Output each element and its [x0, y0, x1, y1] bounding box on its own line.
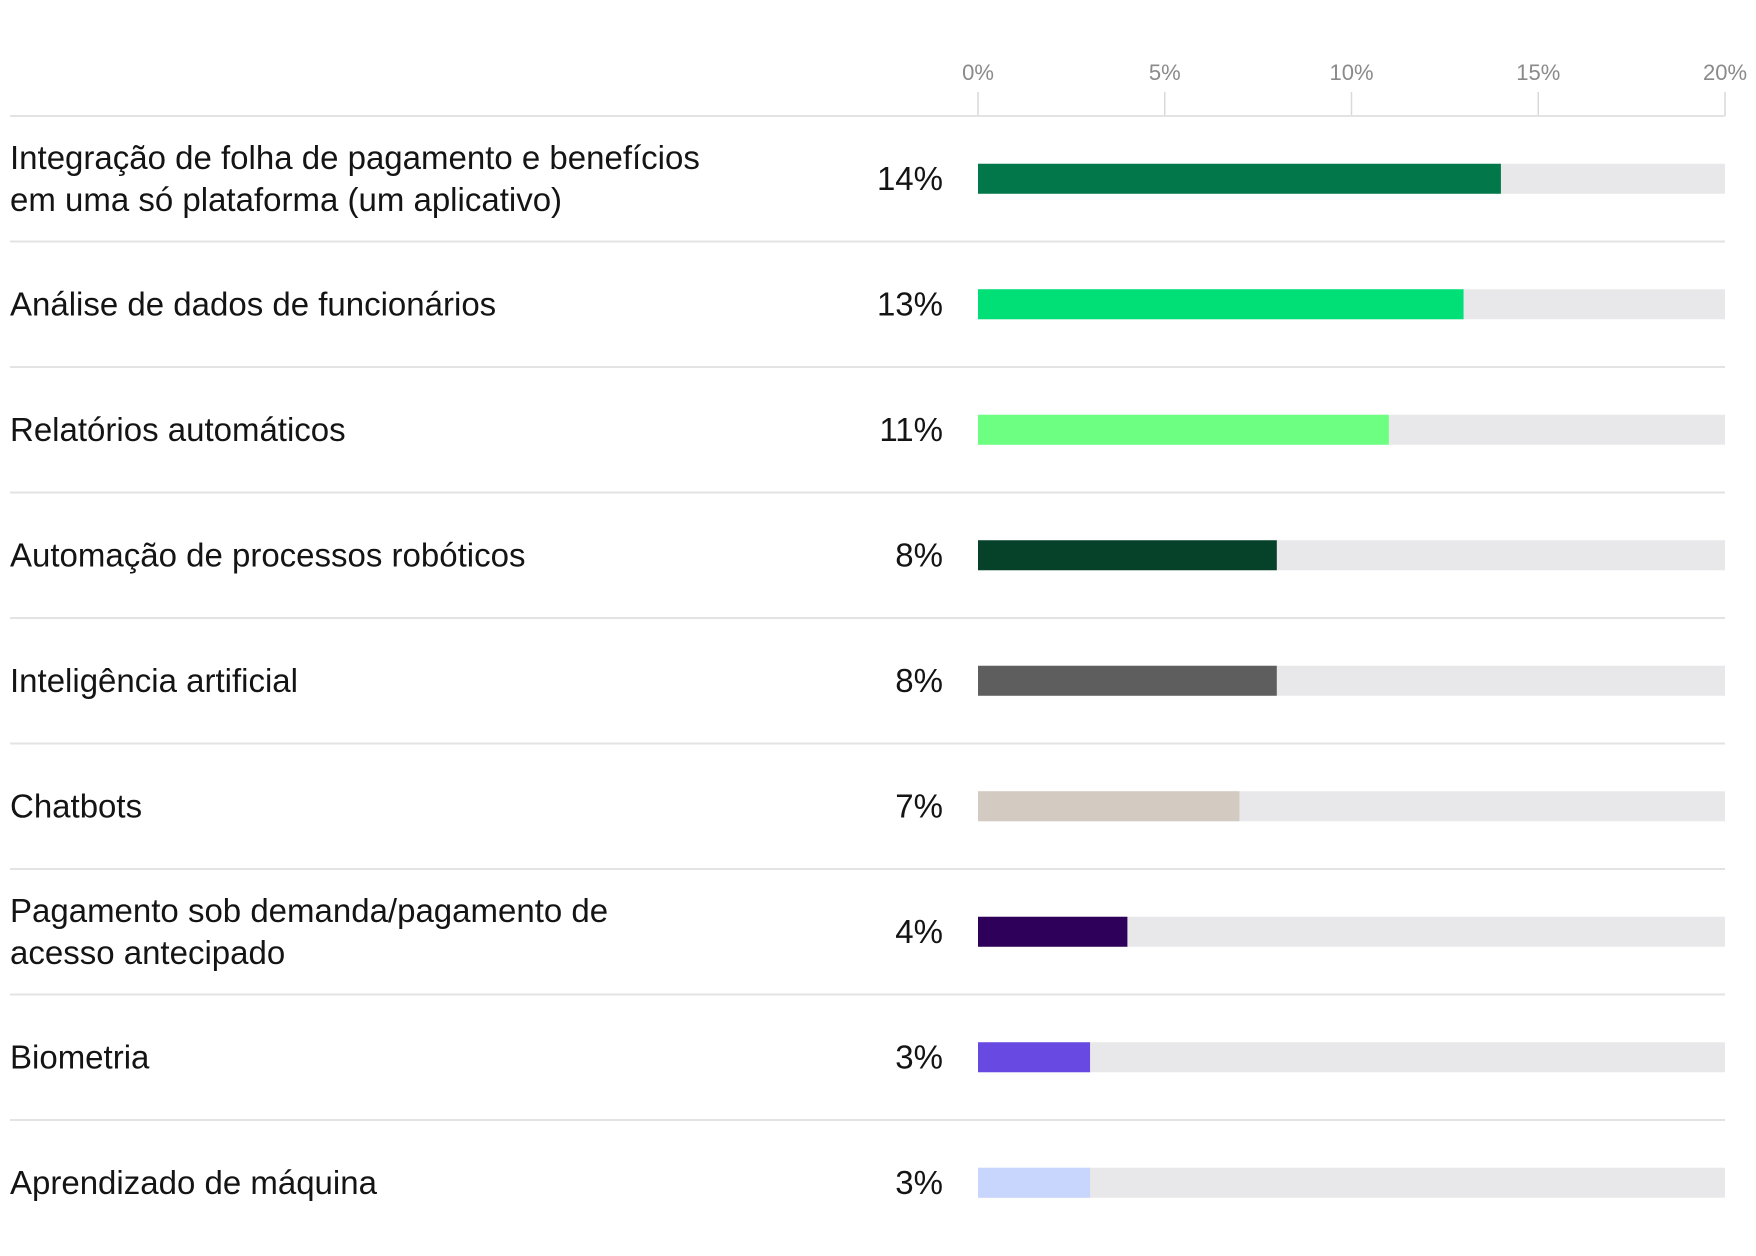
category-label: Inteligência artificial	[10, 662, 298, 699]
value-label: 8%	[895, 662, 943, 699]
value-label: 8%	[895, 536, 943, 573]
bar-track	[978, 1042, 1725, 1073]
category-label: Relatórios automáticos	[10, 411, 346, 448]
bar	[978, 1042, 1091, 1073]
value-label: 3%	[895, 1164, 943, 1201]
value-label: 3%	[895, 1038, 943, 1075]
bar-row: Análise de dados de funcionários 13%	[10, 285, 1725, 322]
bar-track	[978, 1167, 1725, 1198]
bar	[978, 540, 1277, 571]
bar	[978, 414, 1389, 445]
value-label: 11%	[879, 411, 943, 448]
value-label: 13%	[877, 285, 943, 322]
bar-row: Integração de folha de pagamento e benef…	[10, 139, 1725, 218]
bar	[978, 163, 1501, 194]
bar	[978, 916, 1128, 947]
value-label: 4%	[895, 913, 943, 950]
category-label: Pagamento sob demanda/pagamento de	[10, 892, 608, 929]
bar	[978, 791, 1240, 822]
category-label: Aprendizado de máquina	[10, 1164, 378, 1201]
value-label: 14%	[877, 160, 943, 197]
bar	[978, 1167, 1091, 1198]
bar-row: Inteligência artificial 8%	[10, 662, 1725, 699]
x-tick-label: 5%	[1149, 60, 1181, 85]
x-tick-label: 15%	[1516, 60, 1560, 85]
x-tick-label: 0%	[962, 60, 994, 85]
category-label: em uma só plataforma (um aplicativo)	[10, 181, 562, 218]
x-tick-label: 10%	[1329, 60, 1373, 85]
category-label: Integração de folha de pagamento e benef…	[10, 139, 700, 176]
bar-row: Biometria 3%	[10, 1038, 1725, 1075]
bar-row: Automação de processos robóticos 8%	[10, 536, 1725, 573]
bar-row: Pagamento sob demanda/pagamento de acesso…	[10, 892, 1725, 971]
bar-row: Relatórios automáticos 11%	[10, 411, 1725, 448]
bar-row: Chatbots 7%	[10, 787, 1725, 824]
bar	[978, 665, 1277, 696]
category-label: acesso antecipado	[10, 934, 285, 971]
category-label: Análise de dados de funcionários	[10, 285, 496, 322]
bar-row: Aprendizado de máquina 3%	[10, 1164, 1725, 1201]
category-label: Biometria	[10, 1038, 150, 1075]
bar	[978, 289, 1464, 320]
category-label: Automação de processos robóticos	[10, 536, 525, 573]
value-label: 7%	[895, 787, 943, 824]
category-label: Chatbots	[10, 787, 142, 824]
x-tick-label: 20%	[1703, 60, 1747, 85]
x-axis-ticks: 0% 5% 10% 15% 20%	[962, 60, 1747, 85]
bar-rows: Integração de folha de pagamento e benef…	[10, 115, 1725, 1201]
gridlines	[977, 92, 1726, 116]
